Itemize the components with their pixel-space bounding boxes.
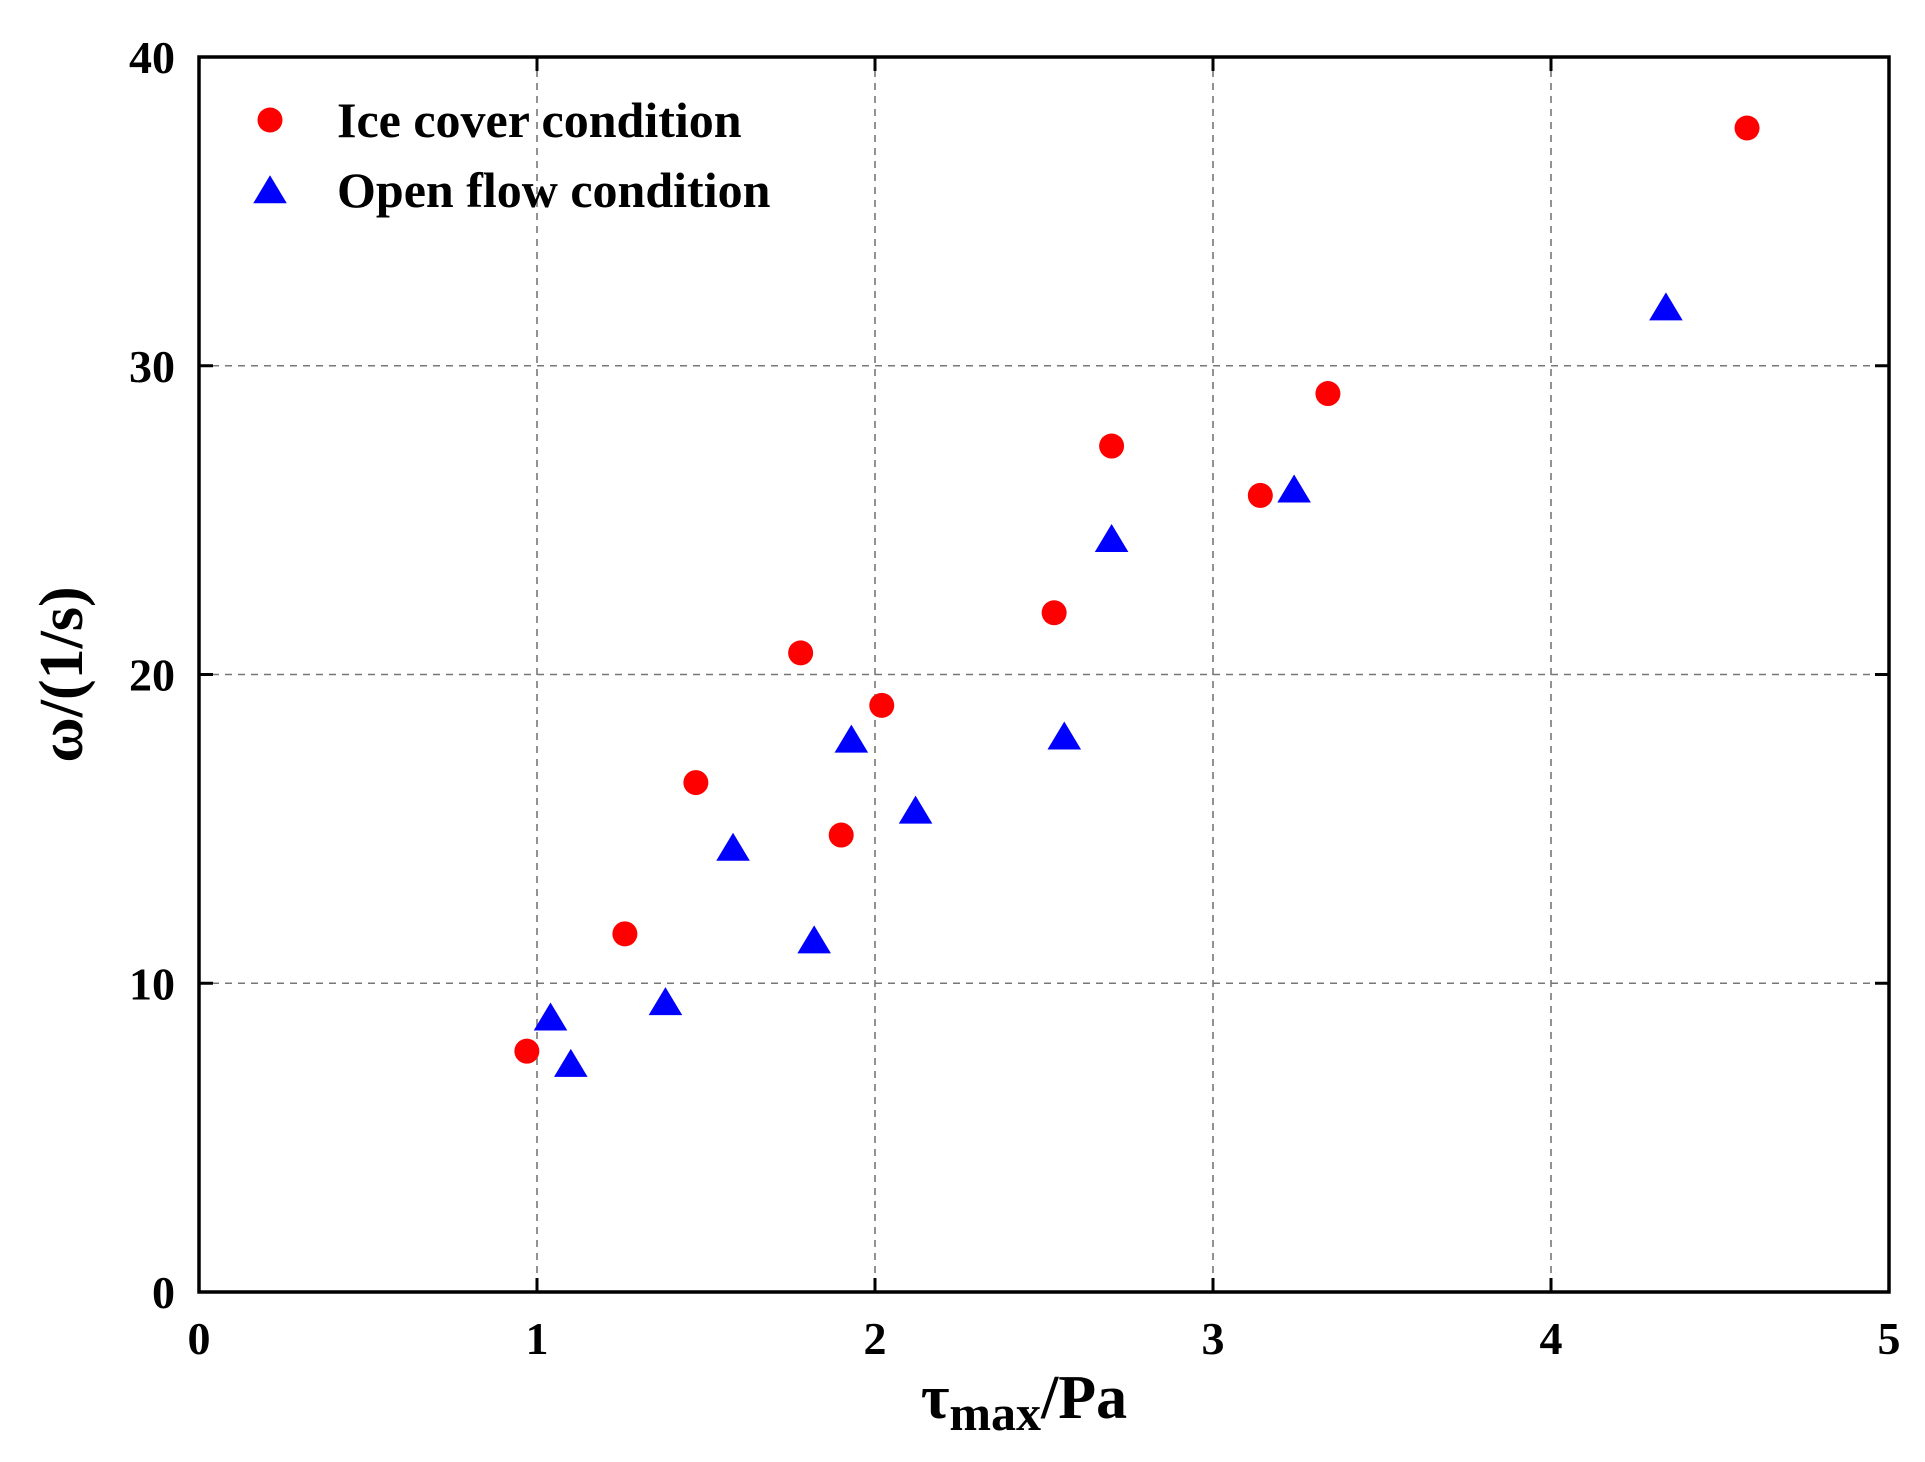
open-flow-point <box>898 795 933 824</box>
legend-ice-cover-marker <box>257 107 283 133</box>
open-flow-point <box>533 1002 568 1031</box>
ice-cover-point <box>788 640 814 666</box>
open-flow-point <box>834 724 869 753</box>
ice-cover-point <box>1247 482 1273 508</box>
legend-open-flow-marker <box>253 175 287 204</box>
x-tick-label: 5 <box>1878 1313 1901 1364</box>
ice-cover-point <box>1041 600 1067 626</box>
legend: Ice cover condition Open flow condition <box>253 92 771 218</box>
ice-cover-point <box>1099 433 1125 459</box>
open-flow-point <box>1047 721 1082 750</box>
grid-lines <box>199 57 1889 1292</box>
open-flow-point <box>1649 292 1683 321</box>
open-flow-point <box>1094 523 1129 552</box>
legend-ice-cover-label: Ice cover condition <box>337 92 742 148</box>
y-tick-label: 30 <box>129 341 175 392</box>
ice-cover-point <box>1734 115 1760 141</box>
legend-open-flow-label: Open flow condition <box>337 162 771 218</box>
ice-cover-point <box>612 921 638 947</box>
x-tick-label: 3 <box>1202 1313 1225 1364</box>
x-tick-label: 0 <box>188 1313 211 1364</box>
x-tick-label: 4 <box>1540 1313 1563 1364</box>
y-tick-label: 20 <box>129 650 175 701</box>
open-flow-point <box>648 987 683 1016</box>
x-axis-title-symbol: τ <box>921 1364 950 1432</box>
data-points <box>514 115 1760 1077</box>
x-axis-title: τmax/Pa <box>921 1364 1127 1441</box>
x-axis-title-unit: /Pa <box>1040 1364 1127 1432</box>
ice-cover-point <box>1315 381 1341 407</box>
open-flow-point <box>554 1048 588 1077</box>
y-tick-label: 0 <box>152 1267 175 1318</box>
ice-cover-point <box>514 1038 540 1064</box>
y-tick-label: 10 <box>129 958 175 1009</box>
x-tick-label: 2 <box>864 1313 887 1364</box>
x-axis-title-subscript: max <box>949 1385 1041 1441</box>
ice-cover-point <box>828 822 854 848</box>
y-tick-label: 40 <box>129 32 175 83</box>
open-flow-point <box>716 832 750 861</box>
open-flow-point <box>1277 474 1311 503</box>
ice-cover-point <box>869 692 895 718</box>
x-tick-label: 1 <box>526 1313 549 1364</box>
open-flow-point <box>797 925 831 954</box>
y-axis-title: ω/(1/s) <box>28 586 96 762</box>
axis-ticks: 0 1 2 3 4 5 0 10 20 30 40 <box>129 32 1901 1364</box>
ice-cover-point <box>683 770 709 796</box>
